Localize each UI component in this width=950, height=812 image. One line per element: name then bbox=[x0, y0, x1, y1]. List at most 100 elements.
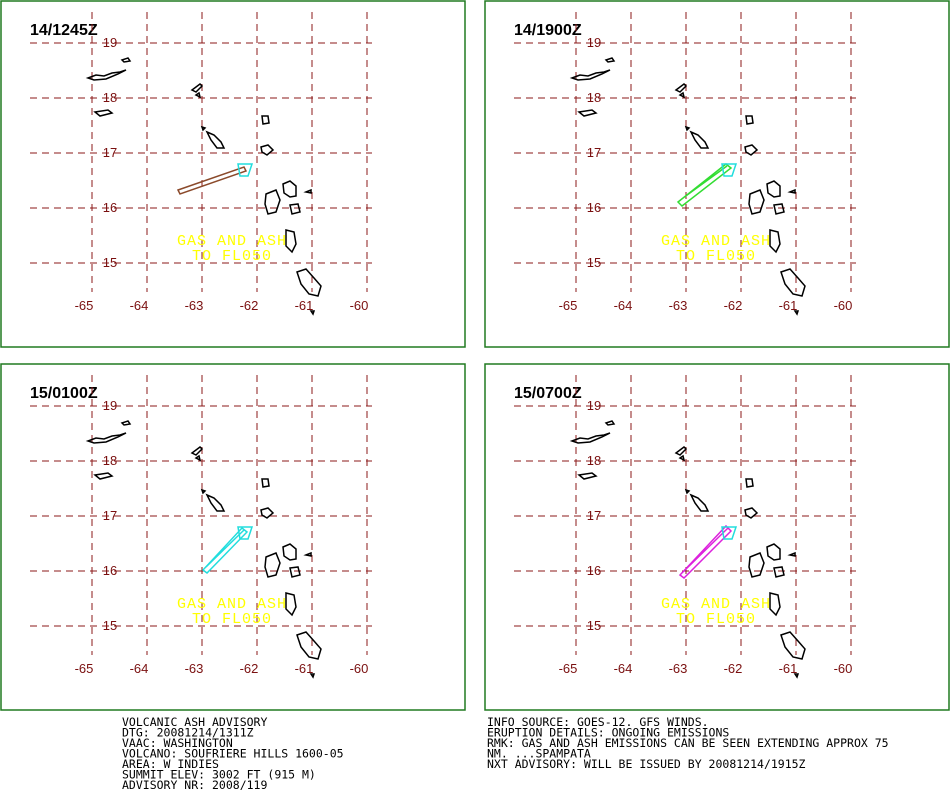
advisory-line: RMK: GAS AND ASH EMISSIONS CAN BE SEEN E… bbox=[487, 736, 889, 750]
map-panel: 14/1900Z -65 -64 -63 -62 -61 -60 19 18 17 16 15 GAS … bbox=[484, 0, 950, 348]
coastline bbox=[120, 420, 132, 426]
coastline bbox=[190, 83, 204, 93]
lon-label: -60 bbox=[834, 661, 853, 676]
lon-label: -60 bbox=[350, 298, 369, 313]
coastline bbox=[674, 83, 688, 93]
coastline bbox=[93, 109, 114, 117]
coastline bbox=[296, 268, 322, 297]
coastline bbox=[93, 472, 114, 480]
coastline bbox=[569, 432, 611, 444]
advisory-line: ERUPTION DETAILS: ONGOING EMISSIONS bbox=[487, 726, 729, 740]
volcano-marker bbox=[721, 163, 738, 177]
lon-label: -64 bbox=[614, 298, 633, 313]
coastline bbox=[780, 631, 806, 660]
coastline bbox=[260, 507, 275, 519]
lat-label: 19 bbox=[587, 35, 601, 50]
advisory-line: SUMMIT ELEV: 3002 FT (915 M) bbox=[122, 768, 316, 782]
panel-title: 15/0700Z bbox=[514, 385, 582, 402]
lon-label: -65 bbox=[559, 298, 578, 313]
lat-label: 18 bbox=[103, 453, 117, 468]
coastline bbox=[744, 144, 759, 156]
panel-title: 15/0100Z bbox=[30, 385, 98, 402]
coastline bbox=[744, 507, 759, 519]
lon-label: -61 bbox=[779, 661, 798, 676]
advisory-line: AREA: W_INDIES bbox=[122, 757, 219, 771]
coastline bbox=[678, 91, 686, 99]
advisory-line: NXT ADVISORY: WILL BE ISSUED BY 20081214… bbox=[487, 757, 806, 771]
coastline bbox=[200, 488, 207, 495]
lon-label: -65 bbox=[75, 661, 94, 676]
coastline bbox=[261, 478, 270, 488]
lon-label: -65 bbox=[559, 661, 578, 676]
coastline bbox=[85, 69, 127, 81]
coastline bbox=[689, 130, 710, 149]
lat-label: 18 bbox=[587, 90, 601, 105]
coastline bbox=[296, 631, 322, 660]
coastline bbox=[773, 566, 785, 578]
coastline bbox=[205, 130, 226, 149]
lat-label: 16 bbox=[103, 200, 117, 215]
coastline bbox=[678, 454, 686, 462]
panel-border bbox=[484, 363, 950, 711]
lat-label: 17 bbox=[103, 145, 117, 160]
coastline bbox=[289, 203, 301, 215]
coastline bbox=[120, 57, 132, 63]
map-panel: 14/1245Z -65 -64 -63 -62 -61 -60 19 18 17 16 15 GAS … bbox=[0, 0, 466, 348]
lon-label: -62 bbox=[724, 661, 743, 676]
coastline bbox=[190, 446, 204, 456]
panel-border bbox=[0, 363, 466, 711]
panel-title: 14/1900Z bbox=[514, 22, 582, 39]
coastline bbox=[787, 188, 796, 194]
lon-label: -63 bbox=[669, 298, 688, 313]
coastline bbox=[604, 57, 616, 63]
lat-label: 16 bbox=[587, 200, 601, 215]
coastline bbox=[745, 115, 754, 125]
coastline bbox=[769, 592, 781, 617]
coastline bbox=[577, 109, 598, 117]
coastline bbox=[282, 180, 297, 198]
ash-plume bbox=[678, 524, 733, 579]
coastline bbox=[260, 144, 275, 156]
lat-label: 15 bbox=[103, 618, 117, 633]
lon-label: -64 bbox=[130, 298, 149, 313]
lon-label: -60 bbox=[834, 298, 853, 313]
ash-plume bbox=[201, 526, 249, 574]
coastline bbox=[674, 446, 688, 456]
plume-annotation: GAS AND ASH bbox=[661, 596, 771, 613]
advisory-line: VOLCANIC ASH ADVISORY bbox=[122, 715, 267, 729]
lon-label: -64 bbox=[614, 661, 633, 676]
advisory-line: ADVISORY NR: 2008/119 bbox=[122, 778, 267, 792]
lon-label: -62 bbox=[240, 661, 259, 676]
lon-label: -63 bbox=[669, 661, 688, 676]
plume-annotation: TO FL050 bbox=[192, 611, 272, 628]
panel-border bbox=[484, 0, 950, 348]
panel-title: 14/1245Z bbox=[30, 22, 98, 39]
coastline bbox=[282, 543, 297, 561]
coastline bbox=[264, 189, 281, 215]
lon-label: -60 bbox=[350, 661, 369, 676]
coastline bbox=[748, 189, 765, 215]
coastline bbox=[205, 493, 226, 512]
lon-label: -63 bbox=[185, 298, 204, 313]
plume-annotation: TO FL050 bbox=[192, 248, 272, 265]
lat-label: 18 bbox=[103, 90, 117, 105]
ash-plume bbox=[676, 163, 733, 207]
volcano-marker bbox=[237, 526, 254, 540]
coastline bbox=[793, 673, 800, 679]
coastline bbox=[773, 203, 785, 215]
coastline bbox=[303, 551, 312, 557]
lon-label: -62 bbox=[724, 298, 743, 313]
coastline bbox=[769, 229, 781, 254]
lat-label: 19 bbox=[103, 35, 117, 50]
lon-label: -63 bbox=[185, 661, 204, 676]
coastline bbox=[766, 543, 781, 561]
lon-label: -65 bbox=[75, 298, 94, 313]
ash-plume bbox=[176, 166, 248, 195]
plume-annotation: GAS AND ASH bbox=[177, 596, 287, 613]
plume-annotation: TO FL050 bbox=[676, 248, 756, 265]
lon-label: -61 bbox=[295, 298, 314, 313]
lat-label: 16 bbox=[103, 563, 117, 578]
lat-label: 16 bbox=[587, 563, 601, 578]
lat-label: 15 bbox=[587, 618, 601, 633]
lon-label: -64 bbox=[130, 661, 149, 676]
